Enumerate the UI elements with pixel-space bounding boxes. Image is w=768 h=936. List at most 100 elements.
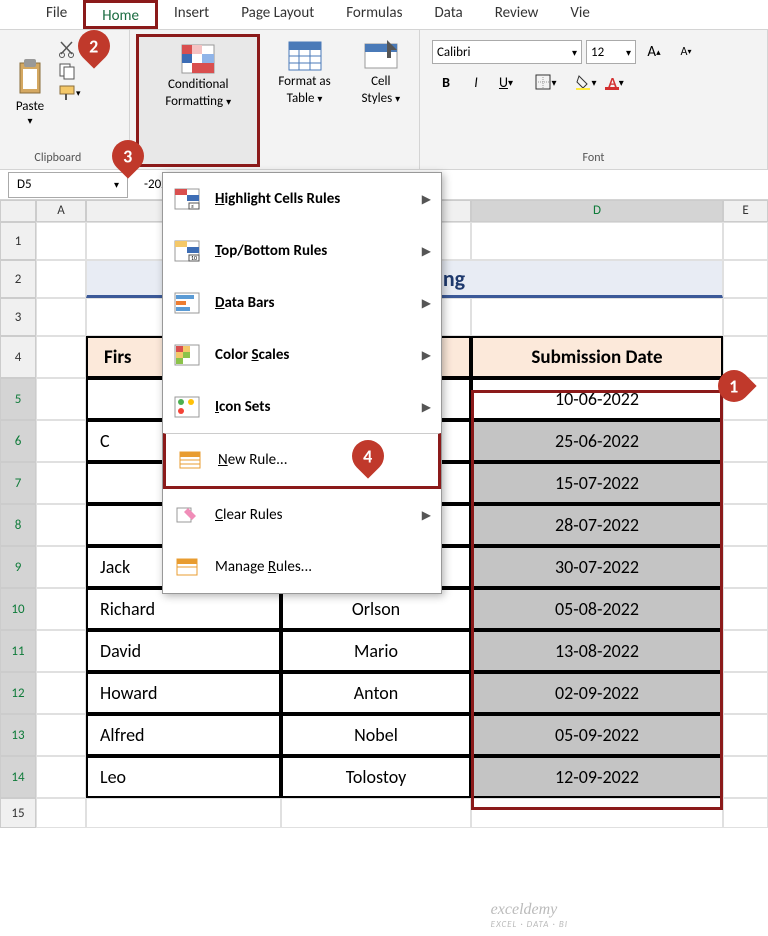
cell[interactable]	[723, 756, 768, 798]
row-header[interactable]: 8	[0, 504, 36, 546]
dd-topbottom-rules[interactable]: 10 Top/Bottom Rules ▶	[163, 225, 441, 277]
cell[interactable]	[723, 504, 768, 546]
row-header[interactable]: 7	[0, 462, 36, 504]
font-color-button[interactable]: A▾	[602, 70, 630, 94]
tab-formulas[interactable]: Formulas	[330, 0, 418, 29]
col-header-a[interactable]: A	[36, 200, 86, 222]
cell-last[interactable]: Mario	[281, 630, 471, 672]
dd-new-rule[interactable]: New Rule...	[163, 433, 441, 489]
dd-data-bars[interactable]: Data Bars ▶	[163, 277, 441, 329]
copy-icon[interactable]	[58, 62, 78, 80]
increase-font-icon[interactable]: A▴	[640, 40, 668, 64]
cell-styles-button[interactable]: Cell Styles ▾	[349, 34, 413, 167]
row-header[interactable]: 6	[0, 420, 36, 462]
cell[interactable]	[36, 222, 86, 260]
cell-date[interactable]: 28-07-2022	[471, 504, 723, 546]
cell-first[interactable]: Leo	[86, 756, 281, 798]
cell[interactable]	[36, 462, 86, 504]
cell[interactable]	[723, 714, 768, 756]
cell-date[interactable]: 02-09-2022	[471, 672, 723, 714]
tab-view[interactable]: Vie	[554, 0, 605, 29]
row-header[interactable]: 9	[0, 546, 36, 588]
dd-clear-rules[interactable]: Clear Rules ▶	[163, 489, 441, 541]
cell[interactable]	[36, 714, 86, 756]
underline-button[interactable]: U ▾	[492, 70, 520, 94]
tab-insert[interactable]: Insert	[158, 0, 225, 29]
font-size-select[interactable]: 12▾	[586, 40, 636, 64]
cell-date[interactable]: 12-09-2022	[471, 756, 723, 798]
cell-last[interactable]: Orlson	[281, 588, 471, 630]
cell-date[interactable]: 25-06-2022	[471, 420, 723, 462]
cell[interactable]	[471, 222, 723, 260]
cell-date[interactable]: 15-07-2022	[471, 462, 723, 504]
col-header-e[interactable]: E	[723, 200, 768, 222]
cell[interactable]	[723, 798, 768, 828]
cell[interactable]	[723, 672, 768, 714]
tab-data[interactable]: Data	[418, 0, 478, 29]
cell-last[interactable]: Nobel	[281, 714, 471, 756]
cell[interactable]	[723, 546, 768, 588]
cell[interactable]	[36, 504, 86, 546]
cell[interactable]	[86, 798, 281, 828]
cell[interactable]	[36, 336, 86, 378]
cell[interactable]	[36, 630, 86, 672]
cell[interactable]	[281, 798, 471, 828]
cell[interactable]	[723, 420, 768, 462]
cell[interactable]	[36, 546, 86, 588]
col-header-d[interactable]: D	[471, 200, 723, 222]
cell[interactable]	[723, 588, 768, 630]
cell[interactable]	[471, 298, 723, 336]
cell-last[interactable]: Tolostoy	[281, 756, 471, 798]
cell-first[interactable]: Howard	[86, 672, 281, 714]
tab-pagelayout[interactable]: Page Layout	[225, 0, 330, 29]
font-name-select[interactable]: Calibri▾	[432, 40, 582, 64]
select-all-corner[interactable]	[0, 200, 36, 222]
dd-manage-rules[interactable]: Manage Rules...	[163, 541, 441, 593]
cell-first[interactable]: Alfred	[86, 714, 281, 756]
cell[interactable]	[723, 630, 768, 672]
cell-date[interactable]: 10-06-2022	[471, 378, 723, 420]
row-header[interactable]: 1	[0, 222, 36, 260]
cell[interactable]	[723, 462, 768, 504]
cell[interactable]	[36, 588, 86, 630]
dd-highlight-rules[interactable]: ≤ Highlight Cells Rules ▶	[163, 173, 441, 225]
cell[interactable]	[723, 298, 768, 336]
bold-button[interactable]: B	[432, 70, 460, 94]
cell[interactable]	[36, 298, 86, 336]
paste-button[interactable]: Paste ▾	[6, 34, 54, 151]
row-header[interactable]: 11	[0, 630, 36, 672]
name-box[interactable]: D5▾	[8, 172, 128, 198]
row-header[interactable]: 12	[0, 672, 36, 714]
cell-date[interactable]: 05-08-2022	[471, 588, 723, 630]
row-header[interactable]: 10	[0, 588, 36, 630]
row-header[interactable]: 15	[0, 798, 36, 828]
cell-date[interactable]: 30-07-2022	[471, 546, 723, 588]
tab-review[interactable]: Review	[479, 0, 555, 29]
cell[interactable]	[36, 798, 86, 828]
decrease-font-icon[interactable]: A▾	[672, 40, 700, 64]
tab-home[interactable]: Home	[83, 0, 158, 29]
cell-date[interactable]: 13-08-2022	[471, 630, 723, 672]
cell[interactable]	[723, 260, 768, 298]
cell[interactable]	[36, 672, 86, 714]
cut-icon[interactable]	[58, 40, 78, 58]
cell-date[interactable]: 05-09-2022	[471, 714, 723, 756]
row-header[interactable]: 2	[0, 260, 36, 298]
dd-icon-sets[interactable]: Icon Sets ▶	[163, 381, 441, 433]
row-header[interactable]: 14	[0, 756, 36, 798]
dd-color-scales[interactable]: Color Scales ▶	[163, 329, 441, 381]
borders-button[interactable]: ▾	[532, 70, 560, 94]
cell[interactable]	[36, 756, 86, 798]
tab-file[interactable]: File	[30, 0, 83, 29]
format-painter-icon[interactable]: ▾	[58, 84, 84, 102]
fill-color-button[interactable]: ▾	[572, 70, 600, 94]
cell[interactable]	[36, 420, 86, 462]
cell[interactable]	[36, 378, 86, 420]
row-header[interactable]: 5	[0, 378, 36, 420]
row-header[interactable]: 13	[0, 714, 36, 756]
row-header[interactable]: 3	[0, 298, 36, 336]
cell[interactable]	[471, 798, 723, 828]
italic-button[interactable]: I	[462, 70, 490, 94]
format-as-table-button[interactable]: Format as Table ▾	[260, 34, 348, 167]
cell-last[interactable]: Anton	[281, 672, 471, 714]
